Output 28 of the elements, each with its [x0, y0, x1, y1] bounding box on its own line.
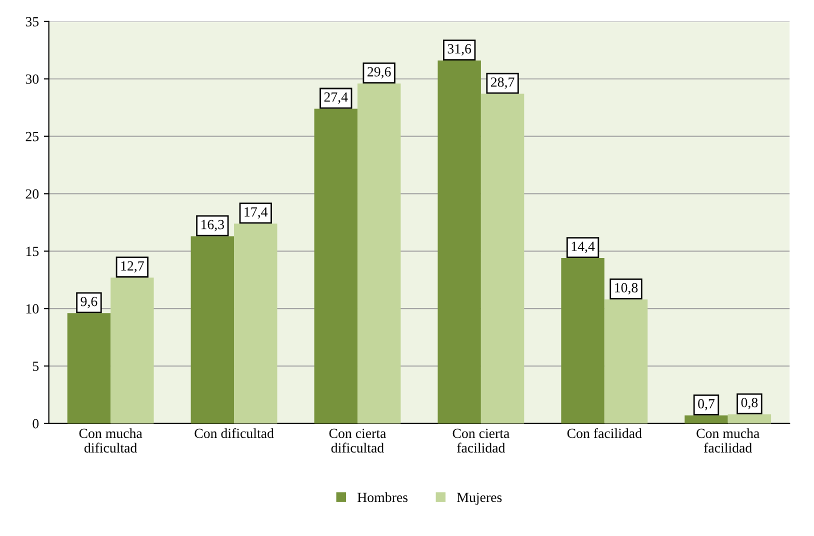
x-tick-label: Con cierta dificultad [329, 428, 386, 453]
y-tick-label: 20 [26, 189, 39, 199]
data-label: 0,8 [741, 398, 758, 410]
data-label: 10,8 [615, 283, 638, 294]
y-tick-label: 5 [32, 362, 39, 371]
y-tick-label: 10 [26, 304, 39, 314]
legend-label: Hombres [358, 492, 408, 502]
x-tick-label: Con mucha dificultad [79, 428, 142, 453]
y-tick-label: 0 [32, 419, 39, 428]
data-label: 28,7 [491, 77, 514, 89]
data-label: 14,4 [572, 242, 595, 254]
data-label: 31,6 [448, 44, 472, 56]
data-label: 17,4 [244, 207, 268, 219]
data-label: 27,4 [324, 92, 348, 104]
x-tick-label: Con facilidad [567, 428, 642, 438]
y-tick-label: 15 [26, 246, 39, 256]
y-tick-label: 30 [26, 74, 39, 84]
y-tick-label: 25 [26, 132, 39, 142]
y-tick-label: 35 [26, 17, 39, 26]
x-tick-label: Con cierta facilidad [452, 428, 510, 453]
data-label: 0,7 [698, 399, 715, 410]
x-tick-label: Con mucha facilidad [696, 428, 760, 453]
data-label: 9,6 [80, 296, 98, 308]
data-label: 12,7 [121, 261, 144, 273]
x-tick-label: Con dificultad [194, 428, 274, 438]
legend-label: Mujeres [457, 492, 502, 505]
data-label: 16,3 [201, 220, 224, 232]
data-label: 29,6 [368, 67, 391, 78]
